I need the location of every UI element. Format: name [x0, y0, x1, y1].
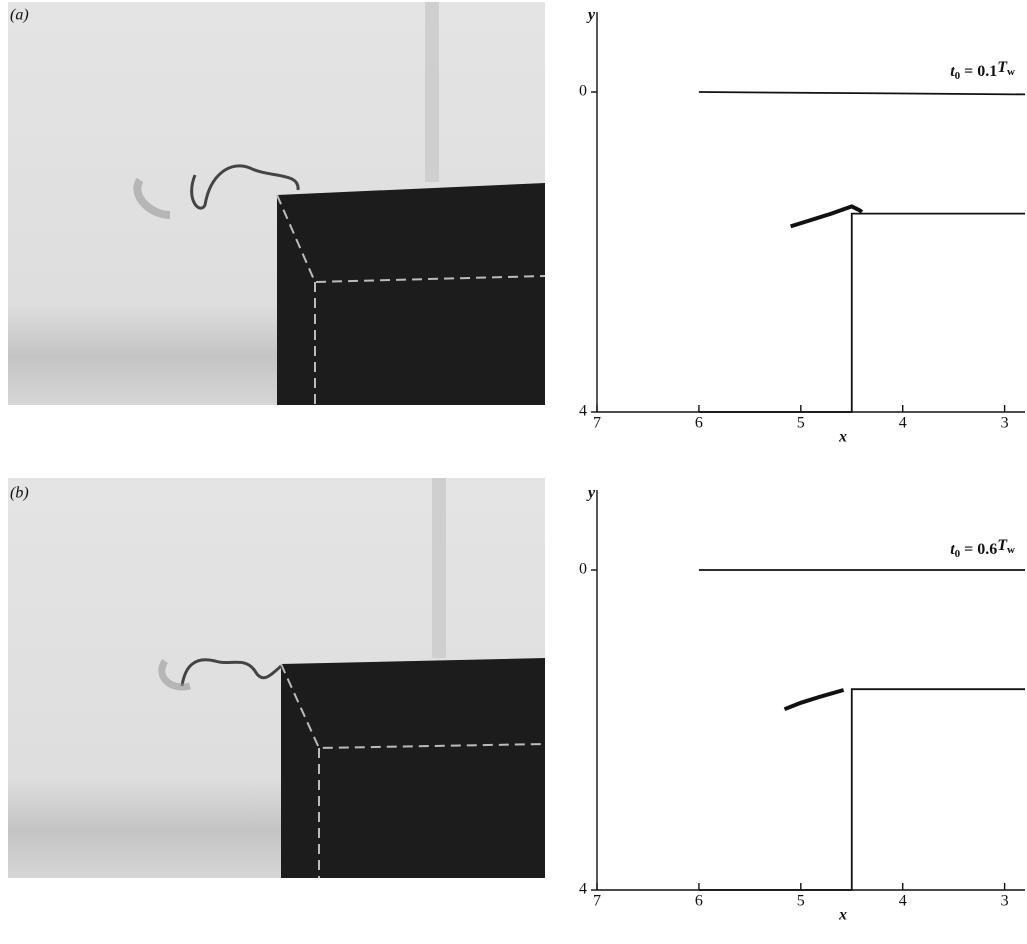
y-tick-label: 0: [579, 561, 587, 578]
x-tick-label: 3: [1001, 415, 1009, 432]
x-tick-label: 5: [797, 893, 805, 910]
panel-label: (b): [10, 485, 29, 502]
annotation-part: w: [1007, 66, 1015, 78]
x-axis-label: x: [838, 429, 847, 446]
x-tick-label: 7: [593, 415, 601, 432]
annotation-part: w: [1007, 544, 1015, 556]
curve: [698, 91, 1026, 96]
x-tick-label: 6: [695, 893, 703, 910]
x-axis-label: x: [838, 907, 847, 924]
curve: [790, 204, 864, 229]
y-tick-label: 4: [579, 881, 587, 898]
y-axis-label: y: [586, 485, 596, 502]
curve: [698, 688, 1025, 891]
annotation-part: = 0.1: [960, 63, 997, 80]
annotation-part: t: [950, 541, 955, 558]
y-tick-label: 4: [579, 403, 587, 420]
x-tick-label: 6: [695, 415, 703, 432]
x-tick-label: 5: [797, 415, 805, 432]
panel-label: (a): [10, 7, 29, 24]
annotation-part: = 0.6: [960, 541, 997, 558]
x-tick-label: 3: [1001, 893, 1009, 910]
curve: [698, 212, 1025, 413]
annotation: t0 = 0.1Tw: [950, 59, 1015, 82]
photo-a: [8, 2, 546, 405]
x-tick-label: 7: [593, 893, 601, 910]
y-axis-label: y: [586, 7, 596, 24]
annotation: t0 = 0.6Tw: [950, 537, 1015, 560]
annotation-part: T: [997, 537, 1008, 554]
x-tick-label: 4: [899, 415, 907, 432]
annotation-part: 0: [955, 548, 961, 560]
curve: [783, 688, 845, 712]
annotation-part: 0: [955, 70, 961, 82]
y-tick-label: 0: [579, 83, 587, 100]
annotation-part: T: [997, 59, 1008, 76]
annotation-part: t: [950, 63, 955, 80]
photo-b: [8, 478, 546, 878]
x-tick-label: 4: [899, 893, 907, 910]
